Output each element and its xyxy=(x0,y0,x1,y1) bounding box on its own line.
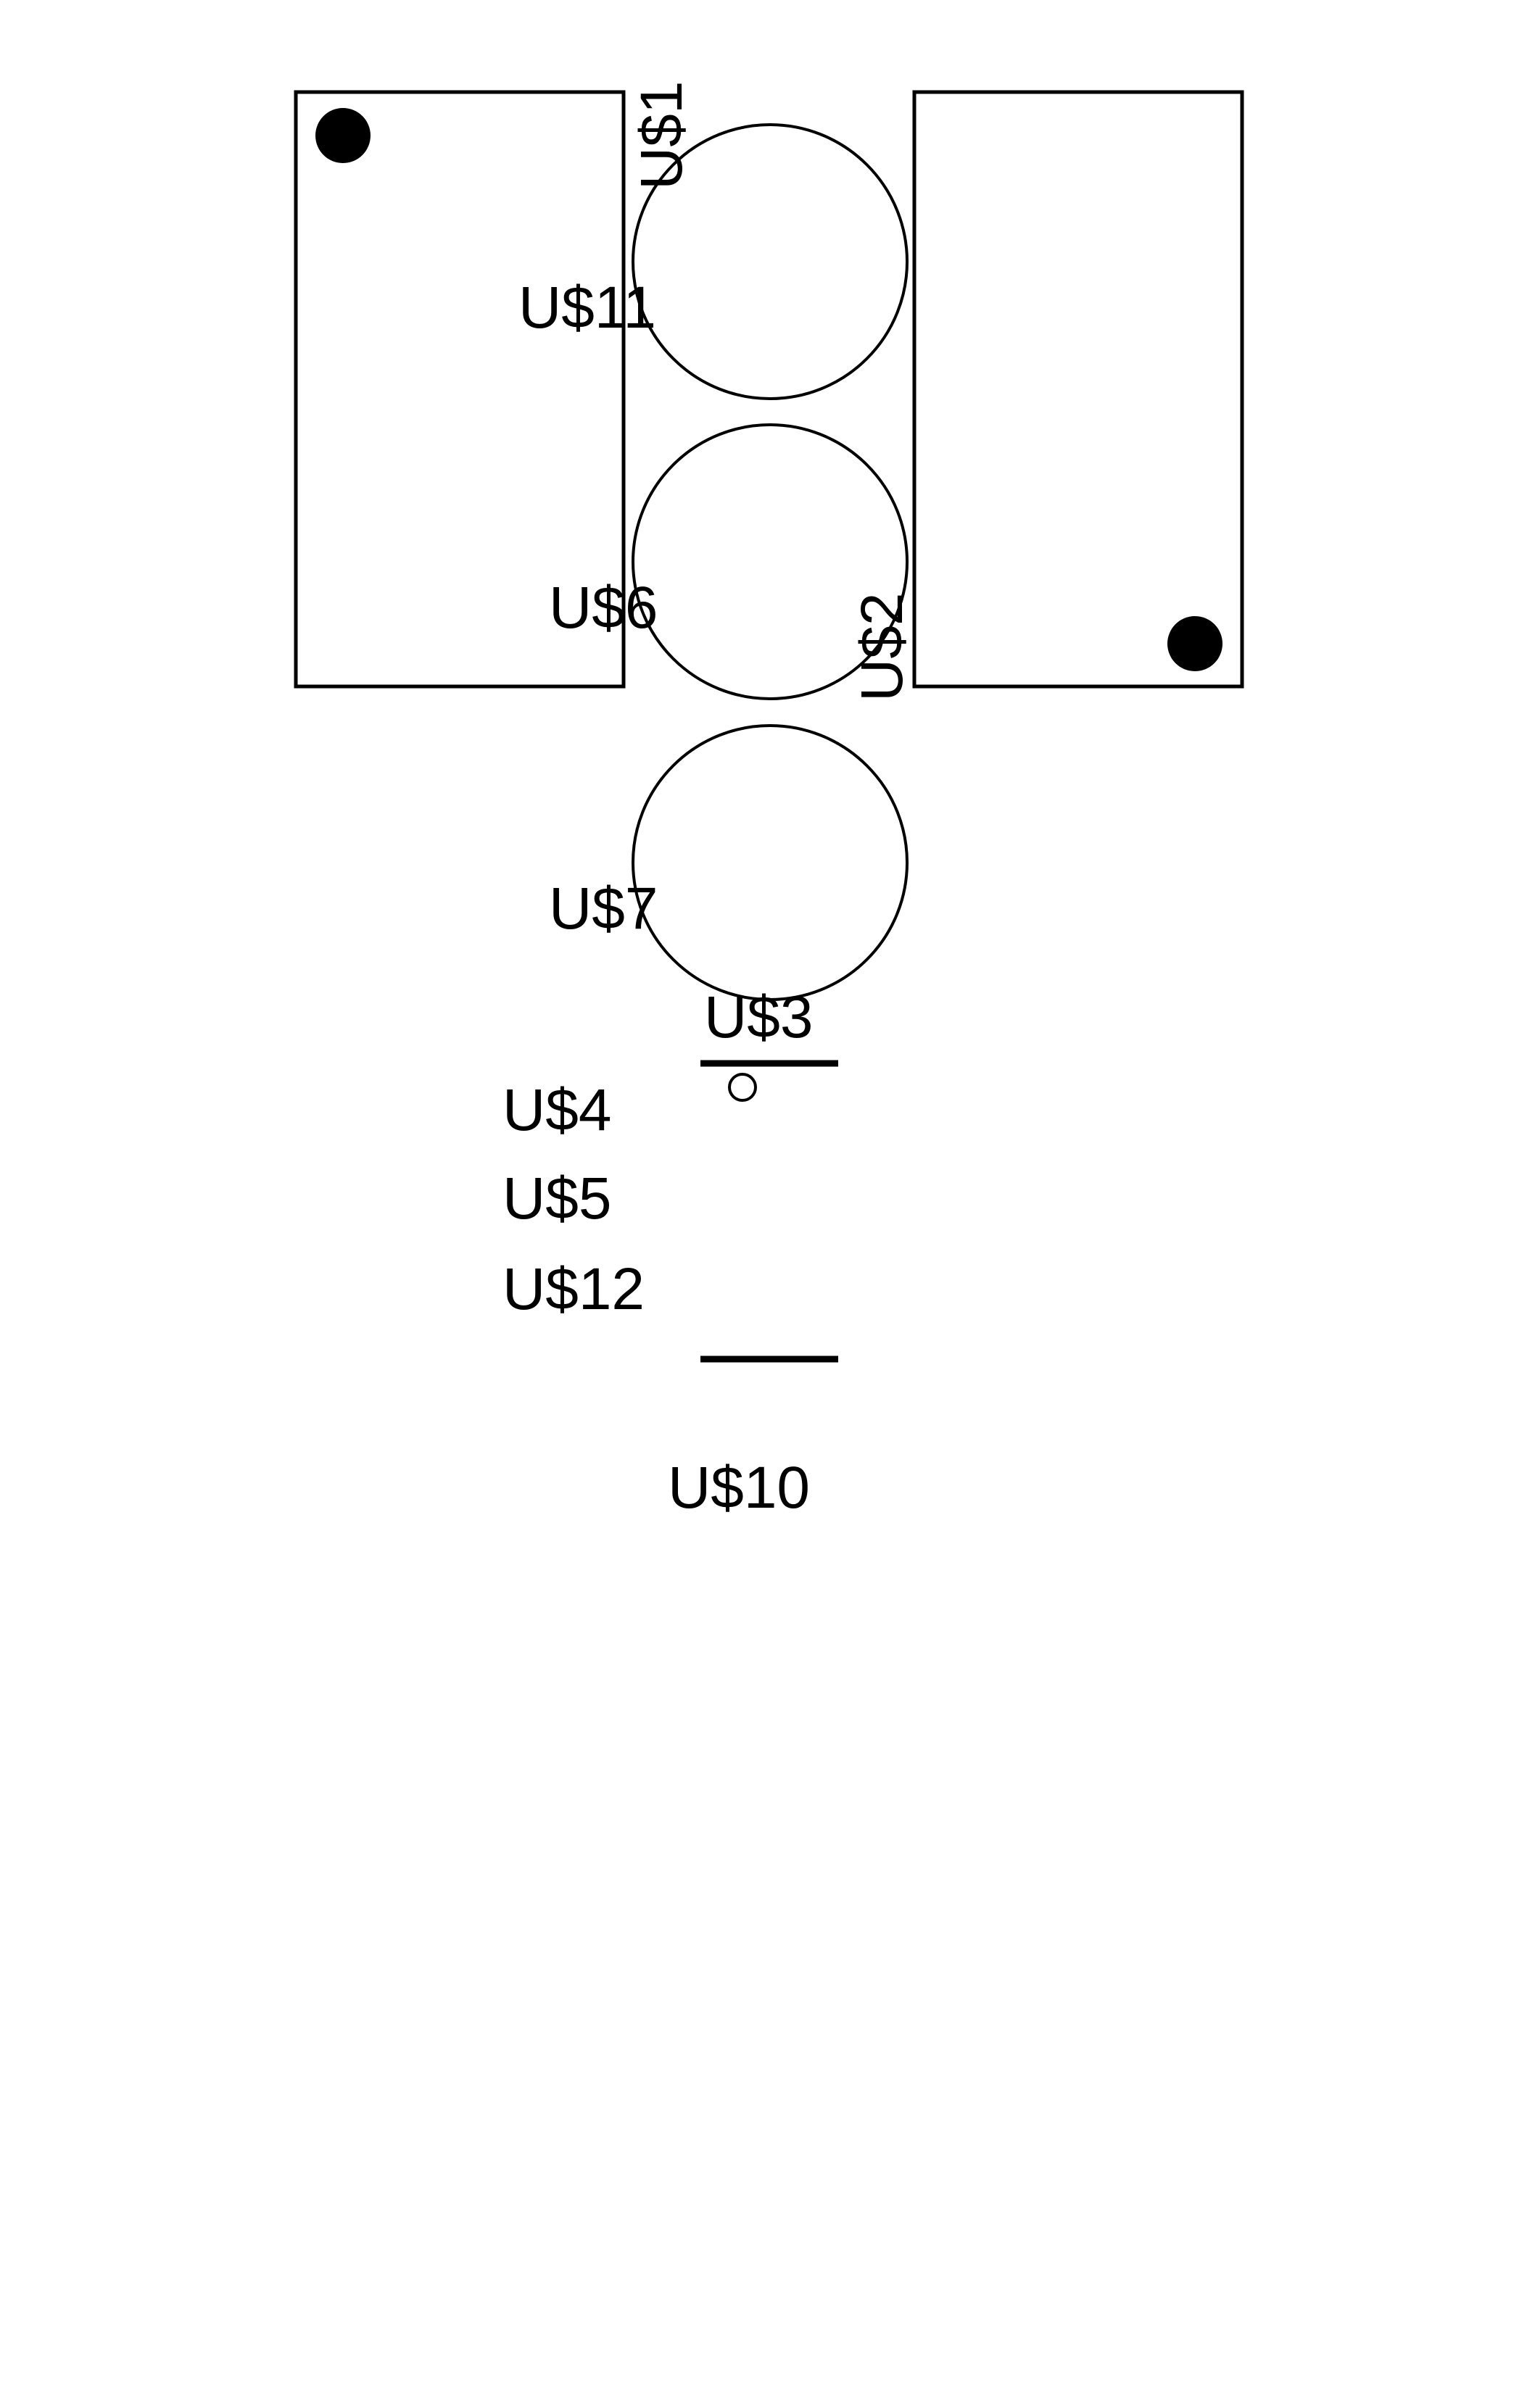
label-us10: U$10 xyxy=(668,1455,810,1521)
label-us4: U$4 xyxy=(502,1077,611,1143)
label-us2: U$2 xyxy=(849,593,915,702)
bottom-circular-part xyxy=(632,724,909,1001)
label-us12: U$12 xyxy=(502,1256,645,1322)
label-us3: U$3 xyxy=(704,984,813,1050)
small-circle-marker xyxy=(728,1073,757,1102)
label-us1: U$1 xyxy=(629,81,695,190)
label-us7: U$7 xyxy=(549,876,658,942)
label-us6: U$6 xyxy=(549,575,658,641)
left-part-pin1-marker xyxy=(315,108,371,163)
right-part-pin1-marker xyxy=(1167,616,1222,671)
left-rectangular-part xyxy=(294,90,626,689)
right-rectangular-part xyxy=(912,90,1244,689)
label-us11: U$11 xyxy=(518,275,656,341)
middle-circular-part xyxy=(632,423,909,700)
label-us5: U$5 xyxy=(502,1166,611,1232)
top-circular-part xyxy=(632,123,909,400)
